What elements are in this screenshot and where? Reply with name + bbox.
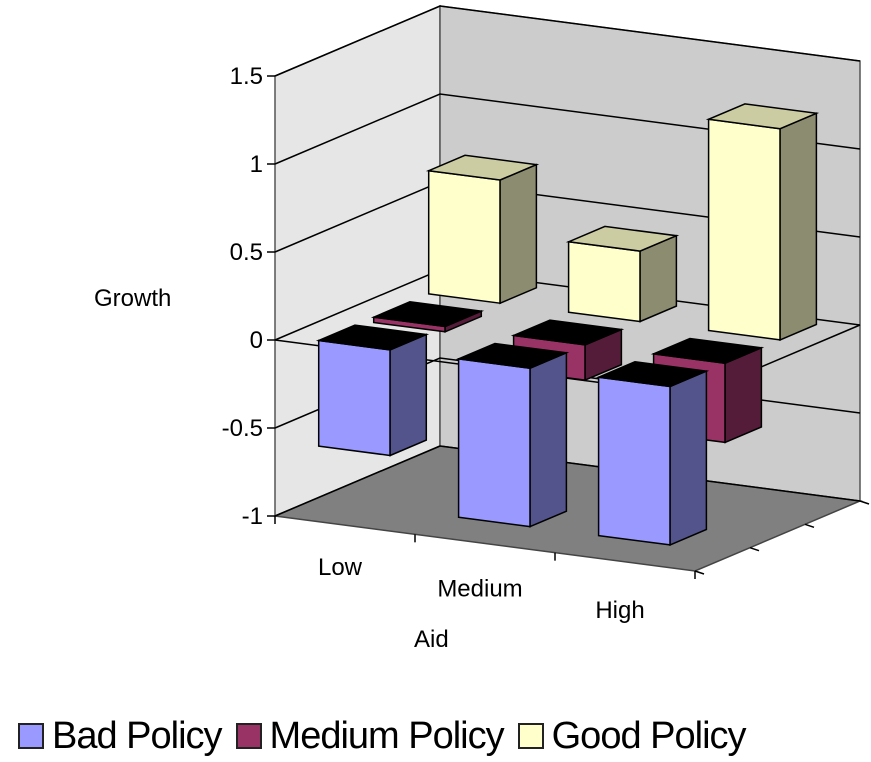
bar-top-face xyxy=(455,342,570,369)
x-category-label: Low xyxy=(318,554,363,581)
bar-front-face xyxy=(707,118,781,341)
bar-top-face xyxy=(650,337,765,364)
bar-side-face xyxy=(499,163,538,305)
legend-label-good-policy: Good Policy xyxy=(551,714,747,757)
depth-tick xyxy=(694,570,705,575)
bar-good-policy-high xyxy=(705,103,820,342)
bar-good-policy-medium xyxy=(565,225,680,323)
depth-tick xyxy=(804,523,815,529)
legend-swatch-medium-policy xyxy=(235,723,262,749)
legend-item-bad-policy: Bad Policy xyxy=(18,714,223,758)
bar-top-face xyxy=(595,361,710,388)
bars xyxy=(315,103,820,547)
depth-tick xyxy=(749,546,760,552)
bar-top-face xyxy=(565,225,680,252)
bar-top-face xyxy=(705,103,820,130)
legend-label-medium-policy: Medium Policy xyxy=(269,714,505,757)
bar-bad-policy-medium xyxy=(455,342,570,528)
bar-front-face xyxy=(457,358,531,528)
bar-good-policy-low xyxy=(425,154,540,305)
legend-item-medium-policy: Medium Policy xyxy=(235,714,505,758)
bar-top-face xyxy=(370,301,485,328)
bar-front-face xyxy=(567,240,641,323)
bar-top-face xyxy=(425,154,540,181)
x-category-label: High xyxy=(595,597,644,624)
depth-tick xyxy=(859,500,870,505)
legend-swatch-good-policy xyxy=(517,723,544,749)
y-tick-label: 1.5 xyxy=(230,63,263,90)
gridline xyxy=(274,445,861,517)
legend-label-bad-policy: Bad Policy xyxy=(52,714,223,757)
bar-side-face xyxy=(529,351,568,528)
y-tick-label: 1 xyxy=(250,151,263,178)
bar-side-face xyxy=(389,333,428,457)
x-axis-title: Aid xyxy=(414,626,449,653)
growth-aid-3d-chart: 1.5 1 0.5 0 -0.5 -1 Low Medium High Growth Aid xyxy=(94,4,870,653)
legend-swatch-bad-policy xyxy=(18,723,44,749)
bar-top-face xyxy=(315,324,430,351)
y-tick-label: -1 xyxy=(242,503,263,530)
bar-side-face xyxy=(779,112,818,342)
legend-item-good-policy: Good Policy xyxy=(517,714,747,758)
bar-front-face xyxy=(317,339,391,457)
bar-front-face xyxy=(427,169,501,305)
bar-side-face xyxy=(669,369,708,547)
y-axis-ticks: 1.5 1 0.5 0 -0.5 -1 xyxy=(222,63,275,530)
x-category-label: Medium xyxy=(437,576,522,603)
bar-top-face xyxy=(510,319,625,346)
x-axis-category-labels: Low Medium High xyxy=(318,554,645,624)
bar-medium-policy-low xyxy=(370,301,485,333)
y-tick-label: 0 xyxy=(250,327,263,354)
y-tick-label: 0.5 xyxy=(230,239,263,266)
y-tick-label: -0.5 xyxy=(222,415,263,442)
bar-bad-policy-low xyxy=(315,324,430,457)
gridline xyxy=(274,5,861,77)
legend: Bad Policy Medium Policy Good Policy xyxy=(18,712,868,760)
bar-side-face xyxy=(724,346,763,444)
bar-bad-policy-high xyxy=(595,361,710,547)
y-axis-title: Growth xyxy=(94,285,171,312)
bar-front-face xyxy=(597,376,671,546)
